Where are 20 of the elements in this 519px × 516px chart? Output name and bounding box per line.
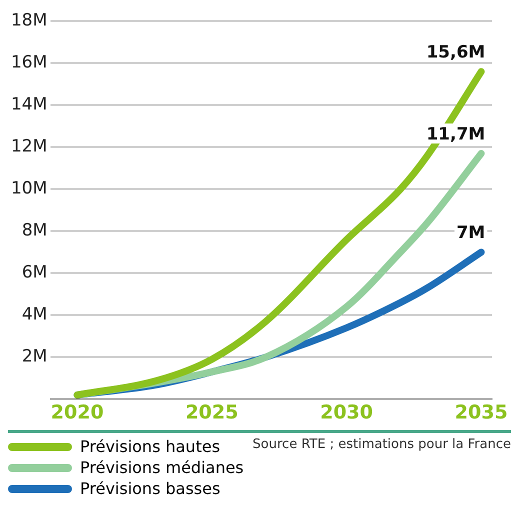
y-tick-label: 8M [22,220,48,241]
y-tick-label: 12M [10,136,48,157]
legend-label: Prévisions basses [80,479,220,498]
y-tick-label: 4M [22,304,48,325]
legend-label: Prévisions hautes [80,437,220,456]
data-label: 11,7M [426,124,486,144]
x-tick-label: 2030 [320,402,373,424]
legend-label: Prévisions médianes [80,458,244,477]
y-tick-label: 6M [22,262,48,283]
y-tick-label: 2M [22,346,48,367]
y-tick-label: 16M [10,52,48,73]
source-note: Source RTE ; estimations pour la France [252,437,511,452]
x-tick-label: 2035 [454,402,508,424]
y-tick-label: 10M [10,178,48,199]
data-label: 15,6M [426,42,486,63]
y-tick-label: 14M [10,94,48,115]
x-tick-label: 2020 [50,402,104,424]
data-label: 7M [456,223,486,244]
x-tick-label: 2025 [185,402,238,424]
y-tick-label: 18M [10,10,48,31]
